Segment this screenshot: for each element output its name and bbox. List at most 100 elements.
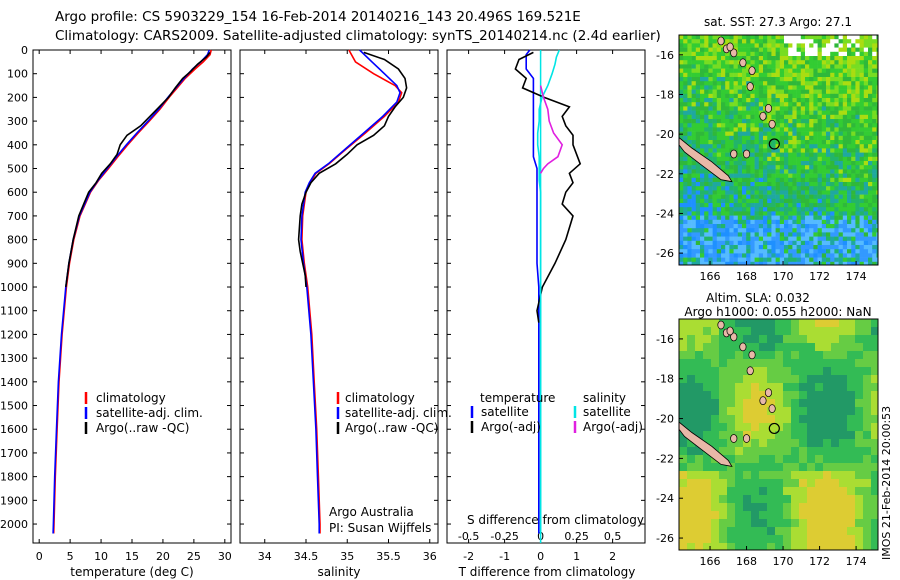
map-cell: [872, 64, 877, 69]
map-cell: [855, 215, 860, 221]
map-cell: [817, 245, 823, 250]
map-cell: [742, 102, 747, 107]
map-cell: [839, 431, 848, 440]
map-cell: [729, 177, 734, 183]
map-cell: [708, 240, 713, 246]
map-cell: [737, 110, 743, 116]
map-cell: [751, 367, 760, 376]
map-cell: [737, 207, 743, 212]
map-cell: [750, 152, 755, 158]
map-cell: [842, 135, 848, 141]
map-cell: [859, 203, 865, 208]
map-cell: [792, 60, 797, 65]
map-cell: [746, 156, 751, 162]
map-cell: [727, 391, 736, 400]
map-cell: [876, 106, 878, 111]
map-cell: [809, 190, 814, 195]
map-cell: [872, 51, 877, 57]
map-cell: [813, 261, 818, 265]
map-cell: [783, 375, 792, 384]
map-cell: [725, 261, 730, 265]
map-cell: [823, 527, 832, 536]
map-cell: [775, 173, 781, 179]
map-cell: [700, 249, 705, 254]
map-cell: [851, 215, 856, 221]
map-cell: [679, 391, 688, 400]
map-cell: [679, 535, 688, 544]
map-cell: [750, 253, 755, 258]
map-cell: [842, 232, 848, 237]
map-y-tick-label: -22: [656, 168, 674, 181]
map-cell: [855, 123, 860, 128]
map-cell: [807, 495, 816, 504]
map-cell: [716, 56, 722, 61]
map-cell: [826, 173, 831, 179]
map-cell: [746, 182, 751, 187]
map-cell: [771, 211, 776, 216]
map-cell: [721, 215, 726, 221]
map-cell: [796, 165, 802, 170]
map-cell: [729, 110, 734, 116]
map-cell: [823, 327, 832, 336]
map-cell: [708, 156, 713, 162]
map-cell: [847, 39, 852, 44]
map-cell: [746, 72, 751, 78]
map-cell: [779, 127, 785, 132]
map-cell: [750, 135, 755, 141]
map-cell: [695, 375, 704, 384]
map-cell: [729, 240, 734, 246]
map-cell: [704, 89, 709, 95]
map-cell: [868, 102, 873, 107]
map-cell: [779, 177, 785, 183]
map-cell: [712, 77, 718, 82]
map-cell: [746, 177, 751, 183]
map-cell: [733, 203, 739, 208]
map-cell: [863, 190, 869, 195]
map-cell: [742, 140, 747, 145]
map-cell: [826, 182, 831, 187]
map-cell: [729, 89, 734, 95]
map-cell: [859, 110, 865, 116]
map-cell: [796, 102, 802, 107]
map-cell: [727, 543, 736, 550]
map-cell: [847, 81, 852, 86]
map-cell: [831, 415, 840, 424]
map-y-tick-label: -24: [656, 207, 674, 220]
map-cell: [779, 39, 785, 44]
map-cell: [851, 60, 856, 65]
map-cell: [834, 93, 839, 99]
map-cell: [779, 257, 785, 263]
map-cell: [708, 186, 713, 191]
map-cell: [784, 114, 789, 120]
map-cell: [805, 257, 810, 263]
map-cell: [817, 215, 823, 221]
map-cell: [863, 102, 869, 107]
map-cell: [800, 35, 806, 40]
map-cell: [754, 144, 760, 149]
map-cell: [754, 257, 760, 263]
map-cell: [687, 182, 692, 187]
map-cell: [725, 89, 730, 95]
map-cell: [813, 114, 818, 120]
map-cell: [838, 85, 844, 90]
map-cell: [788, 219, 793, 225]
map-cell: [796, 81, 802, 86]
map-cell: [863, 463, 872, 472]
map-cell: [839, 471, 848, 480]
map-cell: [721, 211, 726, 216]
map-cell: [834, 56, 839, 61]
map-cell: [763, 257, 768, 263]
map-cell: [872, 173, 877, 179]
map-cell: [712, 245, 718, 250]
map-cell: [821, 68, 827, 74]
map-cell: [799, 359, 808, 368]
map-cell: [721, 68, 726, 74]
map-cell: [771, 81, 776, 86]
map-cell: [751, 439, 760, 448]
map-cell: [855, 85, 860, 90]
map-cell: [729, 140, 734, 145]
map-cell: [737, 211, 743, 216]
map-cell: [863, 131, 869, 137]
map-cell: [691, 47, 697, 53]
map-cell: [721, 135, 726, 141]
